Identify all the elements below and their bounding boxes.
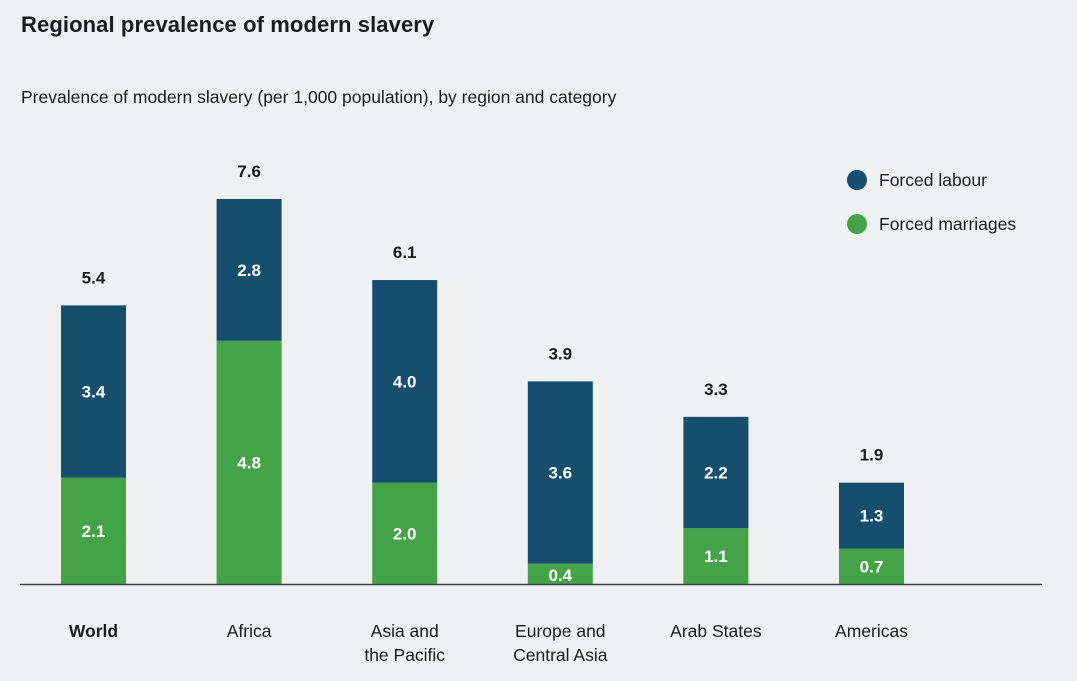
data-label-forced-labour-arab-states: 2.2 bbox=[704, 464, 728, 483]
chart-subtitle: Prevalence of modern slavery (per 1,000 … bbox=[21, 87, 617, 107]
data-label-forced-labour-africa: 2.8 bbox=[237, 261, 261, 280]
bar-forced-marriages-arab-states bbox=[683, 528, 749, 584]
x-tick-label-asia-and-the-pacific: Asia and bbox=[371, 621, 439, 641]
data-label-forced-marriages-africa: 4.8 bbox=[237, 453, 261, 472]
legend-label-forced-marriages: Forced marriages bbox=[879, 213, 1017, 234]
bar-forced-labour-arab-states bbox=[683, 416, 749, 529]
data-label-forced-labour-asia-and-the-pacific: 4.0 bbox=[393, 372, 417, 391]
data-label-forced-marriages-world: 2.1 bbox=[82, 522, 106, 541]
x-tick-label-europe-and-central-asia: Central Asia bbox=[513, 645, 608, 665]
data-label-forced-marriages-americas: 0.7 bbox=[860, 557, 884, 576]
data-label-forced-labour-world: 3.4 bbox=[82, 383, 106, 402]
bar-forced-marriages-europe-and-central-asia bbox=[527, 563, 593, 584]
bar-forced-labour-americas bbox=[839, 482, 904, 549]
legend-item-forced-marriages: Forced marriages bbox=[847, 212, 1016, 236]
x-tick-label-world: World bbox=[69, 621, 118, 641]
x-tick-label-asia-and-the-pacific: the Pacific bbox=[364, 645, 445, 665]
bar-forced-labour-europe-and-central-asia bbox=[527, 381, 593, 564]
total-label-europe-and-central-asia: 3.9 bbox=[548, 344, 572, 363]
total-label-africa: 7.6 bbox=[237, 162, 261, 181]
data-label-forced-marriages-asia-and-the-pacific: 2.0 bbox=[393, 524, 417, 543]
x-tick-label-arab-states: Arab States bbox=[670, 621, 762, 641]
bar-forced-marriages-americas bbox=[839, 548, 904, 584]
x-tick-label-europe-and-central-asia: Europe and bbox=[515, 621, 606, 641]
bar-forced-labour-world bbox=[61, 305, 126, 478]
bar-forced-labour-asia-and-the-pacific bbox=[372, 280, 438, 483]
data-label-forced-labour-americas: 1.3 bbox=[860, 507, 884, 526]
data-label-forced-marriages-arab-states: 1.1 bbox=[704, 547, 728, 566]
legend-swatch-forced-marriages bbox=[847, 214, 867, 234]
total-label-americas: 1.9 bbox=[860, 446, 884, 465]
bar-forced-marriages-asia-and-the-pacific bbox=[372, 482, 438, 584]
chart-title: Regional prevalence of modern slavery bbox=[21, 12, 435, 37]
x-tick-label-africa: Africa bbox=[227, 621, 272, 641]
bar-forced-labour-africa bbox=[216, 199, 282, 341]
legend: Forced labour Forced marriages bbox=[847, 168, 1016, 256]
data-label-forced-marriages-europe-and-central-asia: 0.4 bbox=[548, 566, 572, 585]
legend-label-forced-labour: Forced labour bbox=[879, 169, 987, 190]
legend-item-forced-labour: Forced labour bbox=[847, 168, 1016, 192]
total-label-arab-states: 3.3 bbox=[704, 380, 728, 399]
total-label-asia-and-the-pacific: 6.1 bbox=[393, 243, 417, 262]
bar-forced-marriages-africa bbox=[216, 340, 282, 584]
legend-swatch-forced-labour bbox=[847, 170, 867, 190]
total-label-world: 5.4 bbox=[82, 268, 106, 287]
x-tick-label-americas: Americas bbox=[835, 621, 908, 641]
data-label-forced-labour-europe-and-central-asia: 3.6 bbox=[548, 464, 572, 483]
bar-forced-marriages-world bbox=[61, 477, 126, 584]
